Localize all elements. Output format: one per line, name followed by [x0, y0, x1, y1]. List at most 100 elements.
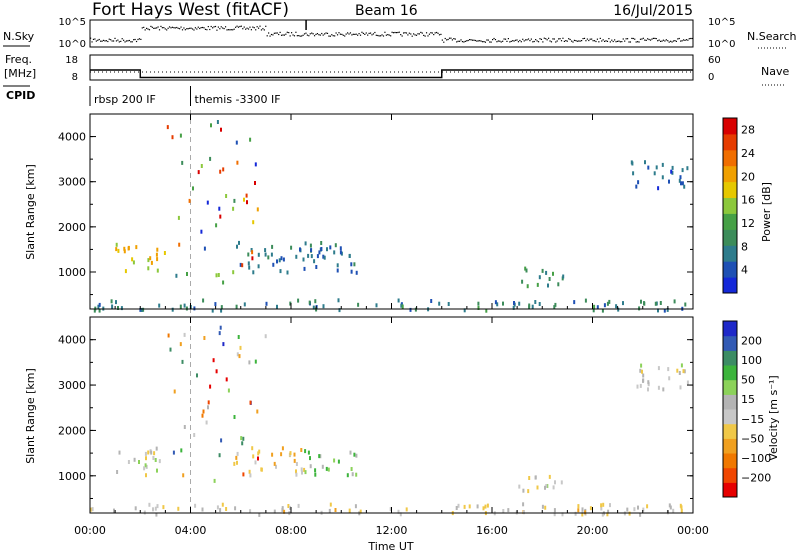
- n-sky-point: [648, 38, 650, 41]
- n-sky-point: [259, 25, 261, 27]
- n-sky-point: [299, 35, 301, 37]
- scatter-cell: [232, 270, 235, 275]
- scatter-cell: [553, 305, 556, 310]
- scatter-cell: [209, 384, 212, 389]
- n-sky-point: [547, 37, 550, 39]
- scatter-cell: [562, 274, 565, 279]
- n-sky-point: [319, 34, 321, 36]
- y-tick-label: 2000: [58, 424, 86, 437]
- n-sky-point: [232, 29, 234, 31]
- n-sky-point: [427, 35, 429, 37]
- scatter-cell: [647, 380, 650, 385]
- colorbar-swatch: [723, 365, 737, 381]
- n-sky-point: [286, 31, 288, 33]
- n-sky-point: [94, 38, 96, 40]
- n-sky-point: [98, 38, 100, 41]
- scatter-cell: [169, 347, 172, 352]
- n-sky-point: [542, 41, 544, 43]
- scatter-cell: [680, 508, 683, 513]
- scatter-cell: [175, 273, 178, 278]
- n-sky-point: [190, 27, 192, 29]
- n-sky-point: [661, 40, 663, 42]
- scatter-cell: [584, 510, 587, 515]
- n-sky-point: [552, 38, 554, 40]
- scatter-cell: [310, 248, 313, 253]
- n-sky-point: [209, 28, 211, 31]
- scatter-cell: [642, 507, 645, 512]
- colorbar-tick-label: 50: [741, 374, 755, 387]
- scatter-cell: [152, 507, 154, 512]
- scatter-cell: [548, 474, 551, 479]
- n-sky-point: [447, 38, 449, 41]
- n-sky-point: [492, 39, 494, 41]
- scatter-cell: [250, 248, 253, 252]
- freq-tick-top: 18: [65, 55, 78, 66]
- n-sky-point: [193, 29, 195, 31]
- scatter-cell: [574, 511, 577, 516]
- n-sky-point: [187, 28, 189, 30]
- scatter-cell: [207, 405, 209, 410]
- scatter-cell: [117, 248, 120, 253]
- scatter-cell: [219, 508, 222, 513]
- scatter-cell: [512, 305, 515, 310]
- n-sky-point: [367, 34, 369, 36]
- n-sky-point: [568, 38, 570, 40]
- scatter-cell: [561, 512, 564, 517]
- n-sky-point: [532, 41, 534, 43]
- n-sky-point: [151, 26, 153, 28]
- n-sky-point: [688, 38, 690, 40]
- n-sky-point: [451, 39, 453, 41]
- scatter-cell: [353, 262, 356, 267]
- scatter-cell: [201, 507, 204, 512]
- scatter-cell: [188, 198, 191, 203]
- freq-label: Freq.: [5, 53, 32, 66]
- n-sky-point: [575, 40, 577, 42]
- x-tick-label: 04:00: [175, 524, 207, 537]
- scatter-cell: [528, 303, 531, 308]
- n-sky-point: [311, 32, 313, 34]
- scatter-cell: [252, 220, 255, 225]
- n-sky-point: [183, 27, 185, 29]
- n-sky-point: [487, 39, 489, 41]
- n-sky-point: [657, 40, 659, 42]
- n-sky-point: [322, 34, 324, 36]
- scatter-cell: [329, 502, 332, 507]
- scatter-cell: [275, 464, 277, 469]
- n-sky-point: [308, 35, 310, 37]
- n-sky-point: [560, 40, 563, 42]
- n-sky-point: [145, 27, 148, 29]
- scatter-cell: [463, 308, 466, 313]
- n-sky-point: [463, 41, 465, 43]
- n-sky-point: [510, 40, 512, 42]
- n-sky-point: [355, 33, 357, 35]
- n-sky-point: [272, 34, 274, 36]
- scatter-cell: [608, 299, 611, 304]
- n-sky-point: [677, 38, 679, 40]
- scatter-cell: [179, 304, 182, 309]
- scatter-cell: [303, 467, 306, 472]
- scatter-cell: [289, 451, 292, 456]
- n-sky-point: [144, 29, 146, 31]
- scatter-cell: [581, 509, 584, 514]
- n-sky-point: [306, 34, 308, 36]
- scatter-cell: [178, 242, 181, 247]
- scatter-cell: [592, 308, 595, 313]
- n-sky-point: [477, 40, 479, 42]
- n-sky-point: [639, 38, 642, 40]
- scatter-cell: [553, 512, 556, 517]
- n-sky-point: [130, 41, 132, 43]
- n-sky-point: [154, 27, 156, 29]
- colorbar-swatch: [723, 423, 737, 439]
- power-scatter: [93, 120, 689, 313]
- scatter-cell: [249, 137, 252, 142]
- scatter-cell: [336, 263, 339, 268]
- n-sky-point: [425, 32, 428, 34]
- n-sky-point: [219, 28, 221, 30]
- n-sky-point: [418, 33, 420, 35]
- scatter-cell: [309, 456, 311, 461]
- n-search-tick-top: 10^5: [708, 17, 735, 28]
- scatter-cell: [91, 507, 94, 512]
- nave-label: Nave: [761, 65, 789, 78]
- scatter-cell: [155, 446, 158, 451]
- n-sky-point: [413, 33, 415, 35]
